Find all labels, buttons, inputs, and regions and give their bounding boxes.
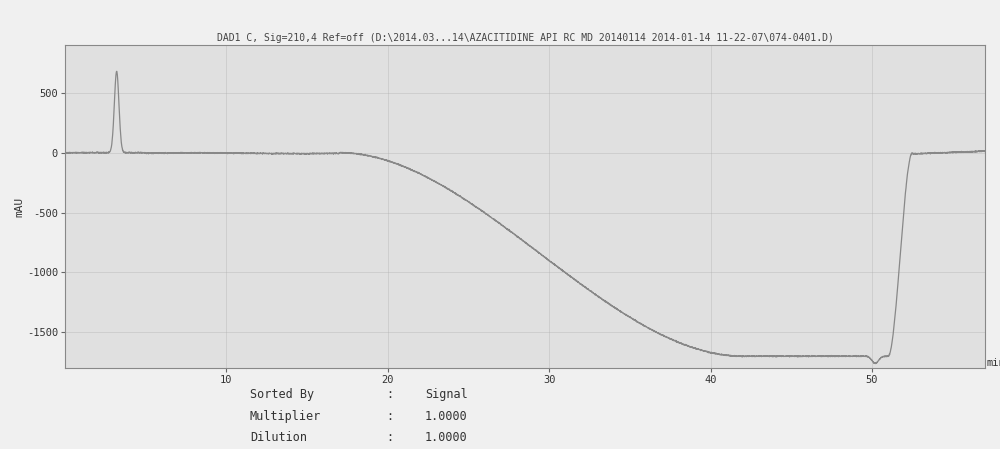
Text: 1.0000: 1.0000 bbox=[425, 410, 468, 423]
Text: 1.0000: 1.0000 bbox=[425, 431, 468, 445]
Text: :: : bbox=[386, 431, 394, 445]
Text: :: : bbox=[386, 410, 394, 423]
Text: min: min bbox=[987, 358, 1000, 368]
Text: Sorted By: Sorted By bbox=[250, 388, 314, 401]
Text: :: : bbox=[386, 388, 394, 401]
Title: DAD1 C, Sig=210,4 Ref=off (D:\2014.03...14\AZACITIDINE API RC MD 20140114 2014-0: DAD1 C, Sig=210,4 Ref=off (D:\2014.03...… bbox=[217, 33, 833, 43]
Text: Multiplier: Multiplier bbox=[250, 410, 321, 423]
Text: Signal: Signal bbox=[425, 388, 468, 401]
Y-axis label: mAU: mAU bbox=[14, 196, 24, 217]
Text: Dilution: Dilution bbox=[250, 431, 307, 445]
